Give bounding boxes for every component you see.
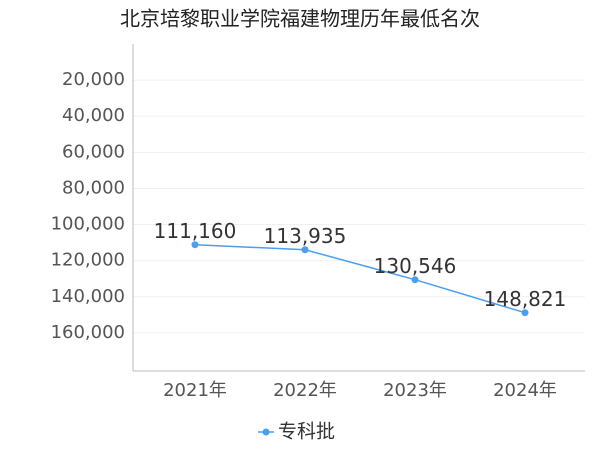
point: [301, 246, 309, 254]
line: [194, 243, 526, 314]
y-tick-label: 120,000: [51, 250, 125, 271]
data-label: 130,546: [374, 254, 457, 278]
data-label: 148,821: [484, 287, 567, 311]
y-tick-label: 60,000: [62, 141, 125, 162]
legend-marker: [262, 428, 270, 436]
x-tick-label: 2022年: [273, 380, 337, 401]
x-tick-label: 2021年: [163, 380, 227, 401]
point: [521, 309, 529, 317]
y-tick-label: 80,000: [62, 177, 125, 198]
data-label: 111,160: [154, 219, 237, 243]
y-tick-label: 100,000: [51, 214, 125, 235]
chart-title: 北京培黎职业学院福建物理历年最低名次: [120, 7, 480, 31]
x-tick-label: 2023年: [383, 380, 447, 401]
y-tick-label: 140,000: [51, 286, 125, 307]
point: [411, 276, 419, 284]
y-tick-label: 160,000: [51, 322, 125, 343]
legend-label: 专科批: [278, 421, 335, 443]
data-label: 113,935: [264, 224, 347, 248]
x-tick-label: 2024年: [493, 380, 557, 401]
y-tick-label: 20,000: [62, 69, 125, 90]
point: [191, 241, 199, 249]
y-tick-label: 40,000: [62, 105, 125, 126]
